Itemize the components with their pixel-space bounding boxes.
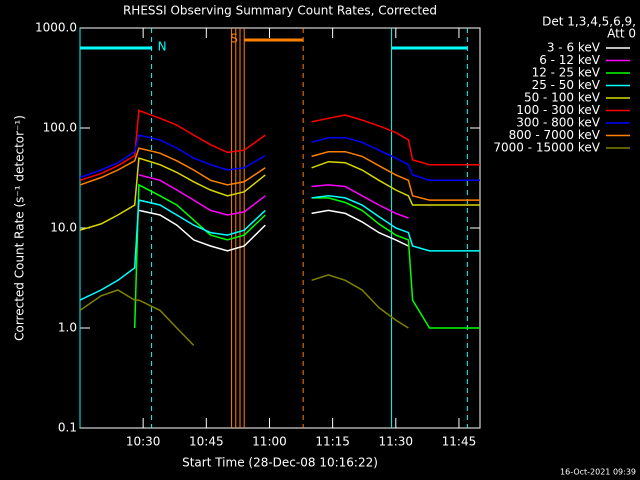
x-tick-label: 11:45 (442, 435, 477, 449)
y-axis-label: Corrected Count Rate (s⁻¹ detector⁻¹) (13, 115, 27, 341)
x-tick-label: 11:15 (315, 435, 350, 449)
legend-label: 300 - 800 keV (516, 116, 600, 130)
legend-label: 6 - 12 keV (539, 53, 601, 67)
x-tick-label: 10:30 (126, 435, 161, 449)
legend-label: 7000 - 15000 keV (493, 141, 600, 155)
legend-label: 25 - 50 keV (532, 78, 601, 92)
series-line (79, 109, 480, 182)
footer: 16-Oct-2021 09:39 (560, 468, 636, 477)
legend-label: 800 - 7000 keV (509, 128, 601, 142)
series-line (79, 274, 409, 346)
series-line (133, 183, 480, 329)
series-line (79, 134, 480, 182)
legend-header: Det 1,3,4,5,6,9, (542, 15, 636, 29)
y-tick-label: 0.1 (58, 421, 77, 435)
series-line (79, 195, 480, 301)
y-tick-label: 100.0 (43, 121, 77, 135)
series-line (79, 157, 480, 231)
legend-header: Att 0 (607, 27, 636, 41)
chart-title: RHESSI Observing Summary Count Rates, Co… (123, 4, 437, 18)
legend-label: 12 - 25 keV (532, 66, 601, 80)
x-tick-label: 11:30 (378, 435, 413, 449)
series-line (138, 174, 409, 219)
legend-label: 100 - 300 keV (516, 103, 600, 117)
legend-label: 3 - 6 keV (547, 41, 601, 55)
state-label: N (158, 40, 167, 54)
legend-label: 50 - 100 keV (524, 91, 601, 105)
y-tick-label: 1000.0 (35, 21, 77, 35)
x-axis-label: Start Time (28-Dec-08 10:16:22) (182, 456, 378, 470)
state-label: S (230, 32, 238, 46)
x-tick-label: 11:00 (252, 435, 287, 449)
y-tick-label: 10.0 (50, 221, 77, 235)
series-line (79, 147, 480, 201)
series-line (138, 209, 409, 252)
plot-frame (79, 27, 481, 429)
y-tick-label: 1.0 (58, 321, 77, 335)
x-tick-label: 10:45 (189, 435, 224, 449)
